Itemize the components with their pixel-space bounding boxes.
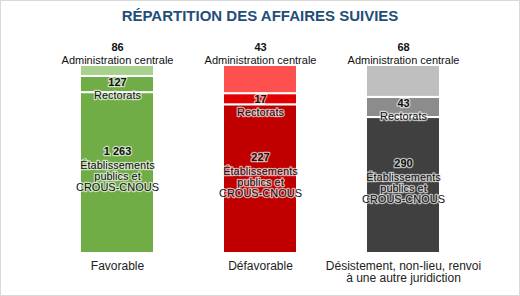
svg-text:17: 17: [254, 93, 266, 105]
svg-text:43: 43: [254, 41, 266, 53]
svg-text:Favorable: Favorable: [91, 259, 145, 273]
svg-text:68: 68: [397, 41, 409, 53]
svg-text:Rectorats: Rectorats: [94, 89, 142, 101]
svg-text:Défavorable: Défavorable: [228, 259, 293, 273]
svg-text:Rectorats: Rectorats: [380, 110, 428, 122]
svg-text:Établissementspublics etCROUS-: Établissementspublics etCROUS-CNOUS: [362, 171, 445, 205]
svg-text:Désistement, non-lieu, renvoià: Désistement, non-lieu, renvoià une autre…: [326, 259, 481, 285]
svg-text:127: 127: [108, 76, 126, 88]
svg-text:43: 43: [397, 97, 409, 109]
svg-text:86: 86: [111, 41, 123, 53]
html-text:RÉPARTITION DES AFFAIRES SUIVI: RÉPARTITION DES AFFAIRES SUIVIES: [121, 7, 399, 24]
svg-text:Établissementspublics etCROUS-: Établissementspublics etCROUS-CNOUS: [219, 165, 302, 199]
svg-text:Administration centrale: Administration centrale: [348, 54, 460, 66]
svg-text:1 263: 1 263: [104, 145, 132, 157]
svg-text:290: 290: [394, 157, 412, 169]
svg-text:Administration centrale: Administration centrale: [62, 54, 174, 66]
svg-text:Rectorats: Rectorats: [237, 106, 285, 118]
svg-text:227: 227: [251, 151, 269, 163]
svg-text:Établissementspublics etCROUS-: Établissementspublics etCROUS-CNOUS: [76, 159, 159, 193]
svg-text:Administration centrale: Administration centrale: [205, 54, 317, 66]
